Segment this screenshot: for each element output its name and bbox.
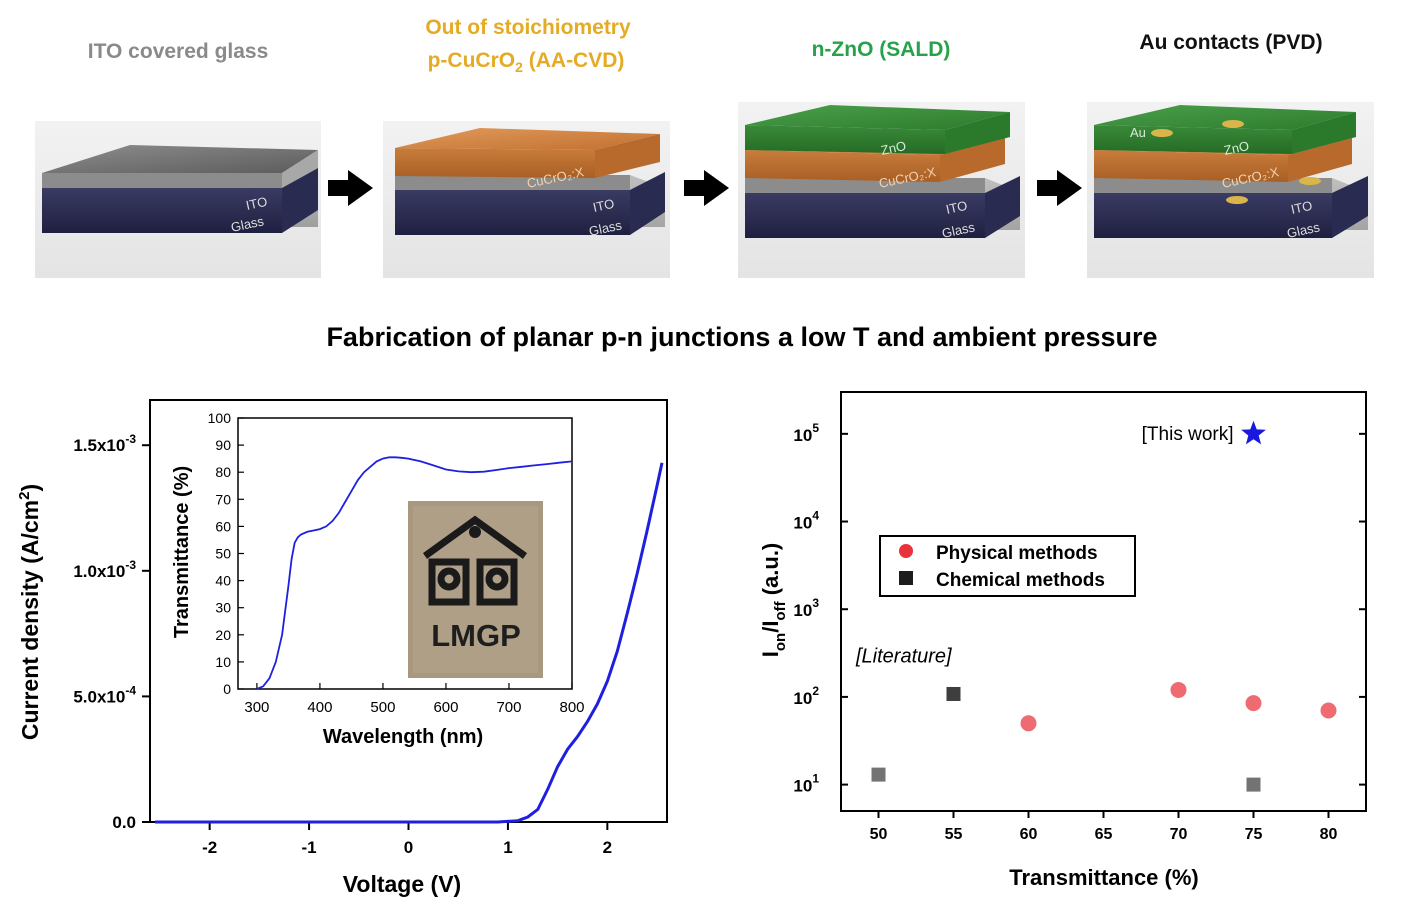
tr-x-tick-label: 500 (370, 699, 395, 716)
ion-y-tick-label: 105 (793, 421, 819, 445)
ion-y-axis-title: Ion/Ioff (a.u.) (758, 543, 789, 658)
this-work-label: [This work] (1142, 424, 1234, 445)
tr-y-tick-label: 0 (223, 681, 231, 697)
physical-method-point (1245, 695, 1262, 712)
step2-title-line1: Out of stoichiometry (425, 16, 631, 39)
step3-title: n-ZnO (SALD) (812, 38, 951, 61)
this-work-star-point (1241, 420, 1266, 445)
jv-x-tick-label: 1 (503, 838, 512, 857)
step2-title-line2: p-CuCrO2 (AA-CVD) (428, 49, 625, 75)
ion-x-tick-label: 55 (945, 826, 963, 843)
step4-title: Au contacts (PVD) (1139, 31, 1322, 54)
tr-x-tick-label: 700 (496, 699, 521, 716)
ion-x-tick-label: 65 (1095, 826, 1113, 843)
tr-x-tick-label: 300 (244, 699, 269, 716)
au-contact-icon (1151, 129, 1173, 137)
lmgp-logo-text: LMGP (431, 618, 521, 653)
au-contact-icon (1226, 196, 1248, 204)
ion-x-axis-title: Transmittance (%) (1009, 865, 1199, 890)
tr-x-tick-label: 400 (307, 699, 332, 716)
ito-layer-label: ITO (945, 198, 969, 217)
tr-y-axis-title: Transmittance (%) (171, 466, 193, 638)
physical-method-point (1170, 681, 1187, 698)
ion-x-tick-label: 60 (1020, 826, 1038, 843)
tr-x-tick-label: 600 (433, 699, 458, 716)
step1-title: ITO covered glass (88, 40, 269, 63)
arrow-right-icon (684, 170, 729, 206)
figure-caption: Fabrication of planar p-n junctions a lo… (326, 322, 1157, 352)
step3-stack-illustration: ZnO CuCrO₂:X ITO Glass (738, 102, 1025, 278)
jv-y-tick-label: 1.0x10-3 (73, 558, 136, 581)
ion-x-tick-label: 80 (1320, 826, 1338, 843)
ito-layer-label: ITO (245, 194, 269, 213)
tr-y-tick-label: 30 (215, 600, 231, 616)
ion-x-tick-label: 75 (1245, 826, 1263, 843)
arrow-right-icon (328, 170, 373, 206)
tr-y-tick-label: 90 (215, 437, 231, 453)
chemical-method-point (1246, 777, 1261, 792)
physical-method-point (1020, 715, 1037, 732)
ion-x-tick-label: 50 (870, 826, 888, 843)
legend-label-physical: Physical methods (936, 543, 1098, 564)
step1-stack-illustration: ITO Glass (35, 121, 321, 278)
legend-circle-marker (899, 544, 913, 558)
jv-x-axis-title: Voltage (V) (343, 871, 461, 897)
au-contact-icon (1222, 120, 1244, 128)
au-contact-icon (1299, 177, 1321, 185)
au-layer-label: Au (1130, 125, 1146, 140)
tr-x-axis-title: Wavelength (nm) (323, 726, 483, 748)
chemical-method-point (946, 686, 961, 701)
chemical-method-point (871, 767, 886, 782)
jv-x-tick-label: -2 (202, 838, 217, 857)
jv-x-tick-label: -1 (302, 838, 317, 857)
physical-method-point (1320, 702, 1337, 719)
tr-y-tick-label: 40 (215, 573, 231, 589)
ion-y-tick-label: 103 (793, 596, 819, 620)
legend-box (879, 535, 1136, 597)
jv-y-tick-label: 1.5x10-3 (73, 432, 136, 455)
tr-x-tick-label: 800 (559, 699, 584, 716)
ion-y-tick-label: 102 (793, 684, 819, 708)
ion-y-tick-label: 101 (793, 772, 819, 796)
ion-plot-frame (840, 391, 1367, 812)
glass-layer-label: Glass (1286, 219, 1322, 241)
tr-y-tick-label: 70 (215, 491, 231, 507)
sample-photo: LMGP (408, 501, 543, 678)
step4-stack-illustration: Au ZnO CuCrO₂:X ITO Glass (1087, 102, 1374, 278)
glass-layer-label: Glass (588, 217, 624, 239)
legend-square-marker (899, 571, 913, 585)
tr-y-tick-label: 60 (215, 518, 231, 534)
tr-y-tick-label: 100 (208, 410, 232, 426)
jv-y-tick-label: 5.0x10-4 (73, 683, 136, 706)
ion-ioff-chart: [Literature] 50 55 60 65 70 75 80 101 102 103 104… (758, 391, 1367, 890)
jv-x-tick-label: 2 (603, 838, 612, 857)
zno-layer-label: ZnO (1223, 138, 1251, 158)
lmgp-logo-icon (422, 515, 528, 606)
ito-layer-label: ITO (1290, 198, 1314, 217)
jv-curve-line (155, 462, 664, 824)
glass-layer-label: Glass (230, 213, 266, 235)
transmittance-curve-line (256, 456, 573, 690)
glass-layer-label: Glass (941, 219, 977, 241)
jv-y-axis-title: Current density (A/cm2) (16, 484, 43, 740)
tr-y-tick-label: 50 (215, 546, 231, 562)
tr-y-tick-label: 20 (215, 627, 231, 643)
ion-y-tick-label: 104 (793, 509, 819, 533)
ito-layer-label: ITO (592, 196, 616, 215)
ion-x-tick-label: 70 (1170, 826, 1188, 843)
legend-label-chemical: Chemical methods (936, 570, 1105, 591)
arrow-right-icon (1037, 170, 1082, 206)
zno-layer-label: ZnO (880, 138, 908, 158)
ion-legend: Physical methods Chemical methods (879, 535, 1136, 597)
literature-band-label: [Literature] (855, 646, 952, 668)
tr-y-tick-label: 10 (215, 654, 231, 670)
transmittance-inset-chart: 300 400 500 600 700 800 0 10 20 30 40 50 60 70 80 90 10… (171, 410, 585, 748)
jv-chart: -2 -1 0 1 2 0.0 5.0x10-4 1.0x10-3 1.5x10-3 Volt… (16, 399, 668, 897)
step2-stack-illustration: CuCrO₂:X ITO Glass (383, 121, 670, 278)
jv-y-tick-label: 0.0 (112, 813, 136, 832)
tr-y-tick-label: 80 (215, 464, 231, 480)
jv-x-tick-label: 0 (404, 838, 413, 857)
